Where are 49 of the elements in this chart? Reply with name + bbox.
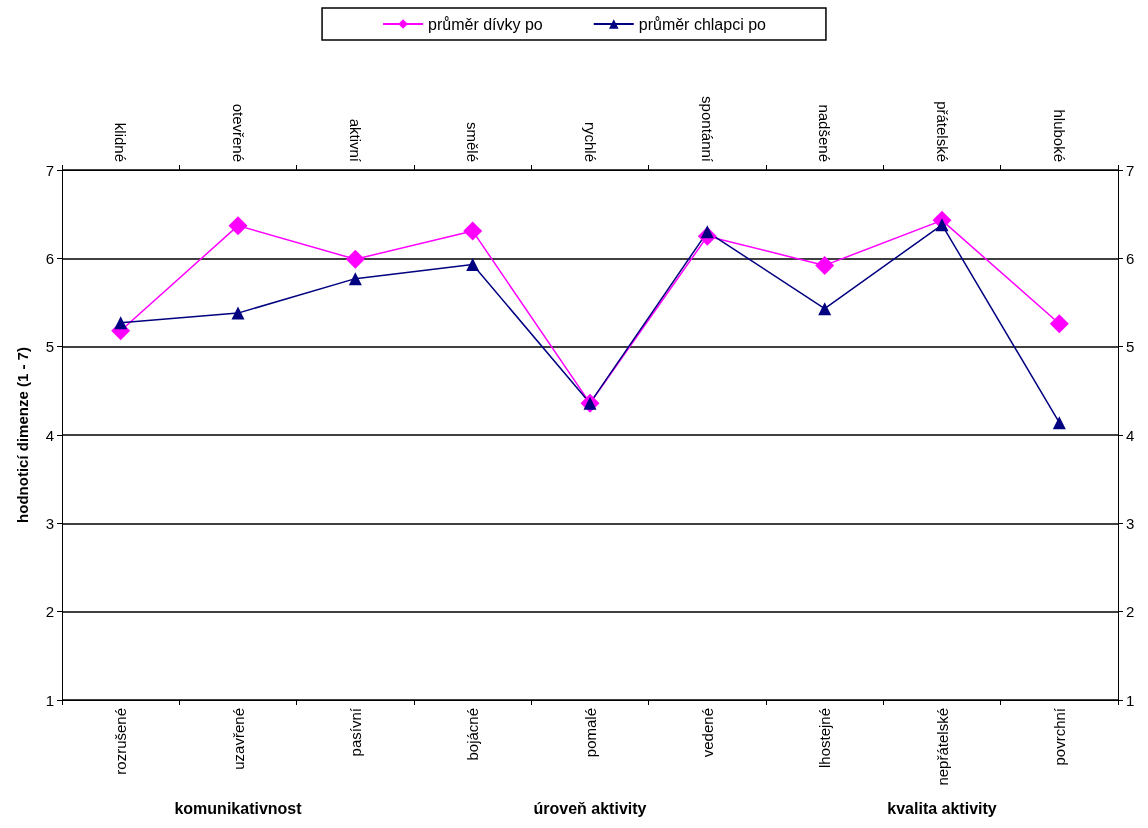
text: smělé	[464, 121, 482, 162]
x-tick-label: povrchní	[1050, 707, 1068, 766]
y2-tick-label: 3	[1126, 514, 1135, 532]
text: otevřené	[229, 103, 247, 162]
y2-tick-label: 7	[1126, 161, 1135, 179]
text: přátelské	[933, 101, 951, 162]
point	[348, 272, 362, 286]
x-tick-label: pasívní	[346, 707, 364, 757]
y2-tick-label: 6	[1126, 249, 1135, 267]
y-tick-label: 7	[45, 161, 54, 179]
x-tick-label: vedené	[698, 708, 716, 758]
x-tick-label: pomalé	[581, 708, 599, 758]
y-tick-label: 6	[45, 249, 54, 267]
point	[345, 249, 365, 269]
point	[815, 255, 835, 275]
y-tick-label: 4	[45, 426, 54, 444]
x-tick-label: lhostejné	[816, 708, 834, 769]
y-tick-label: 5	[45, 338, 54, 356]
y-tick-label: 3	[45, 514, 54, 532]
y2-tick-label: 2	[1126, 603, 1135, 621]
point	[1052, 416, 1066, 430]
point	[231, 306, 245, 320]
legend-label: průměr chlapci po	[638, 15, 767, 33]
y-tick-label: 2	[45, 603, 54, 621]
y2-tick-label: 4	[1126, 426, 1135, 444]
text: aktivní	[346, 118, 364, 163]
point	[463, 221, 483, 241]
point	[114, 316, 128, 330]
y-tick-label: 1	[45, 691, 54, 709]
y2-tick-label: 1	[1126, 691, 1135, 709]
y2-tick-label: 5	[1126, 338, 1135, 356]
point	[228, 216, 248, 236]
text: hluboké	[1050, 109, 1068, 162]
text: úroveň aktivity	[533, 799, 647, 817]
legend-label: průměr dívky po	[428, 15, 543, 33]
text: komunikativnost	[174, 799, 303, 817]
text: kvalita aktivity	[887, 799, 997, 817]
point	[466, 258, 480, 272]
y-axis-title: hodnoticí dimenze (1 - 7)	[14, 347, 31, 523]
text: klidné	[112, 122, 130, 162]
point	[1049, 314, 1069, 334]
text: spontánní	[698, 96, 716, 163]
x-tick-label: uzavřené	[229, 708, 247, 770]
x-tick-label: rozrušené	[112, 708, 130, 775]
point	[818, 302, 832, 316]
text: rychlé	[581, 121, 599, 162]
text: nadšené	[816, 104, 834, 162]
x-tick-label: bojácné	[464, 708, 482, 761]
x-tick-label: nepřátelské	[933, 708, 951, 786]
